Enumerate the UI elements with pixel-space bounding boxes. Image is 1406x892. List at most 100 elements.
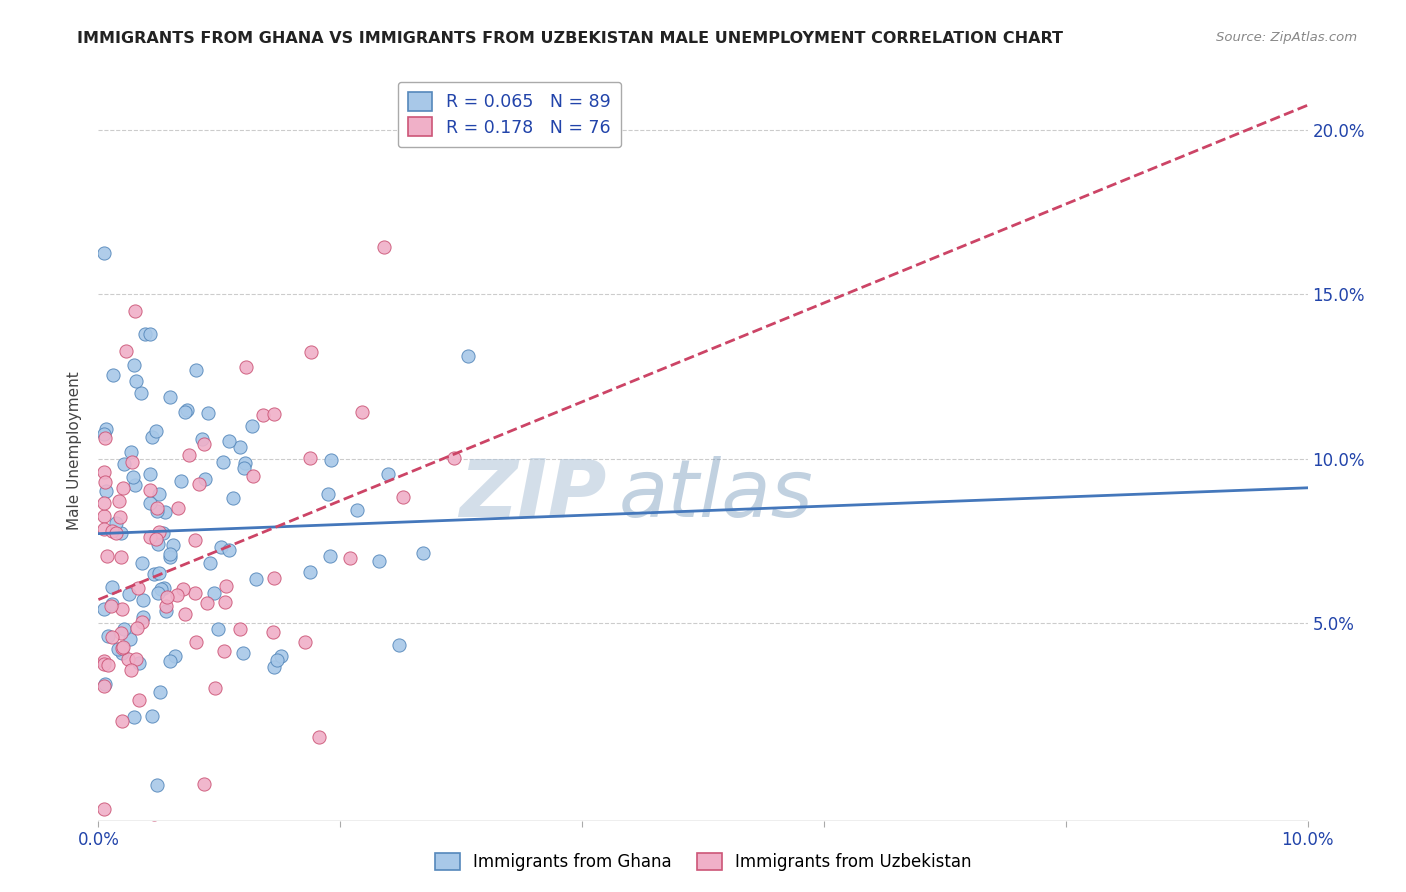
Point xyxy=(125,374,148,388)
Point xyxy=(108,510,131,524)
Point xyxy=(112,640,135,654)
Point xyxy=(120,663,142,677)
Point xyxy=(104,516,127,531)
Point xyxy=(101,368,124,383)
Point xyxy=(162,538,184,552)
Point xyxy=(131,556,153,570)
Point xyxy=(240,418,263,433)
Point xyxy=(159,654,181,668)
Point xyxy=(159,832,181,847)
Point xyxy=(191,432,214,446)
Point xyxy=(184,533,207,548)
Point xyxy=(127,582,149,596)
Point xyxy=(193,777,215,791)
Point xyxy=(111,646,134,660)
Point xyxy=(93,522,115,536)
Point xyxy=(131,615,153,630)
Point xyxy=(176,403,198,417)
Point xyxy=(145,532,167,546)
Point xyxy=(117,651,139,665)
Legend: Immigrants from Ghana, Immigrants from Uzbekistan: Immigrants from Ghana, Immigrants from U… xyxy=(426,845,980,880)
Point xyxy=(233,460,256,475)
Point xyxy=(111,601,134,615)
Point xyxy=(188,477,211,491)
Point xyxy=(209,540,232,554)
Point xyxy=(270,648,292,663)
Point xyxy=(218,434,240,449)
Point xyxy=(118,587,141,601)
Point xyxy=(139,530,162,544)
Point xyxy=(112,622,135,636)
Point xyxy=(101,524,124,538)
Point xyxy=(263,571,285,585)
Point xyxy=(105,525,128,540)
Point xyxy=(93,657,115,671)
Point xyxy=(392,490,415,504)
Point xyxy=(229,440,252,454)
Point xyxy=(94,677,117,691)
Point xyxy=(207,623,229,637)
Point xyxy=(94,422,117,436)
Text: ZIP: ZIP xyxy=(458,456,606,534)
Text: IMMIGRANTS FROM GHANA VS IMMIGRANTS FROM UZBEKISTAN MALE UNEMPLOYMENT CORRELATIO: IMMIGRANTS FROM GHANA VS IMMIGRANTS FROM… xyxy=(77,31,1063,46)
Point xyxy=(211,455,233,469)
Point xyxy=(146,536,169,550)
Point xyxy=(139,496,162,510)
Point xyxy=(159,391,181,405)
Point xyxy=(139,467,162,481)
Point xyxy=(263,660,285,674)
Point xyxy=(316,487,339,501)
Point xyxy=(125,621,148,635)
Point xyxy=(159,547,181,561)
Point xyxy=(298,451,321,466)
Point xyxy=(100,599,122,614)
Point xyxy=(319,549,342,563)
Point xyxy=(172,582,194,597)
Point xyxy=(186,634,208,648)
Point xyxy=(262,625,284,640)
Point xyxy=(298,565,321,579)
Point xyxy=(152,526,174,541)
Point xyxy=(218,543,240,558)
Point xyxy=(97,658,120,673)
Point xyxy=(115,343,138,358)
Point xyxy=(93,679,115,693)
Point xyxy=(412,546,434,560)
Point xyxy=(167,500,190,515)
Point xyxy=(132,592,155,607)
Point xyxy=(263,407,285,421)
Point xyxy=(120,445,142,459)
Point xyxy=(155,604,177,618)
Point xyxy=(100,631,122,645)
Point xyxy=(174,405,197,419)
Point xyxy=(141,709,163,723)
Point xyxy=(145,424,167,438)
Legend: R = 0.065   N = 89, R = 0.178   N = 76: R = 0.065 N = 89, R = 0.178 N = 76 xyxy=(398,81,621,147)
Point xyxy=(145,779,167,793)
Point xyxy=(195,596,218,610)
Point xyxy=(388,638,411,652)
Point xyxy=(193,437,215,451)
Point xyxy=(294,635,316,649)
Point xyxy=(457,350,479,364)
Point xyxy=(245,572,267,586)
Point xyxy=(346,503,368,517)
Point xyxy=(152,581,174,595)
Point xyxy=(177,448,200,462)
Text: Source: ZipAtlas.com: Source: ZipAtlas.com xyxy=(1216,31,1357,45)
Point xyxy=(110,526,132,541)
Point xyxy=(94,475,117,490)
Point xyxy=(112,457,135,471)
Point xyxy=(121,455,143,469)
Y-axis label: Male Unemployment: Male Unemployment xyxy=(67,371,83,530)
Point xyxy=(107,642,129,657)
Point xyxy=(93,496,115,510)
Point xyxy=(93,427,115,442)
Point xyxy=(156,590,179,604)
Point xyxy=(97,630,120,644)
Point xyxy=(93,246,115,260)
Point xyxy=(128,656,150,670)
Point xyxy=(308,730,330,744)
Point xyxy=(94,483,117,498)
Point xyxy=(155,505,177,519)
